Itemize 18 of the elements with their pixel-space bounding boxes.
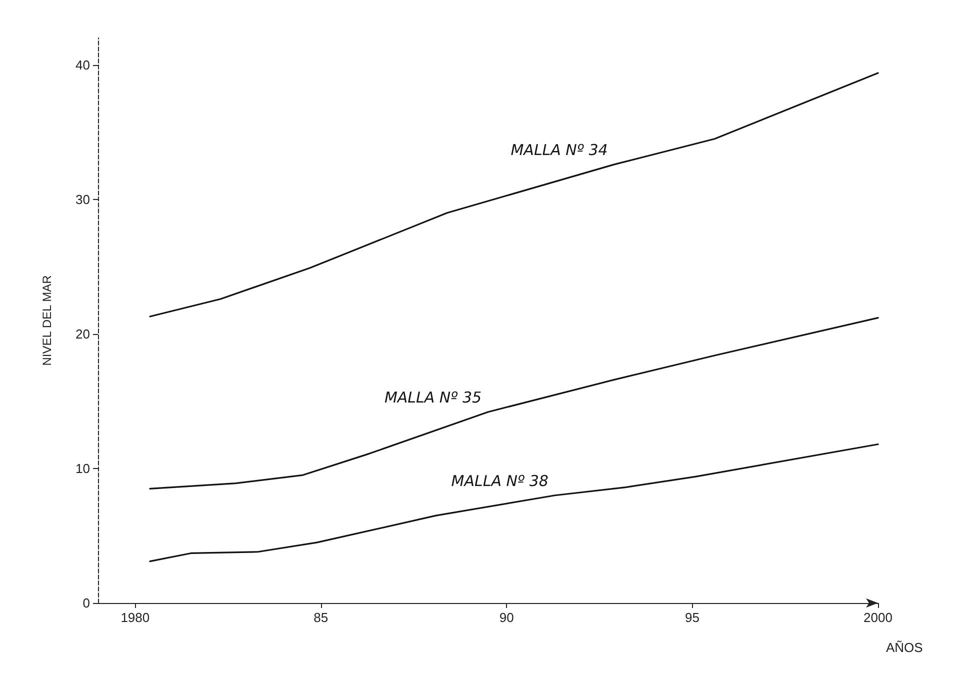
y-tick-label: 40 — [76, 57, 90, 72]
x-tick-label: 90 — [499, 610, 514, 625]
series-label: MALLA Nº 34 — [510, 140, 608, 159]
x-tick-label: 1980 — [120, 610, 150, 625]
x-tick-label: 2000 — [864, 610, 892, 625]
x-tick-label: 85 — [314, 610, 328, 625]
line-series — [149, 72, 879, 318]
y-tick-label: 30 — [76, 192, 90, 207]
y-tick-label: 10 — [76, 460, 90, 476]
series-label: MALLA Nº 38 — [451, 472, 548, 490]
y-axis-title: NIVEL DEL MAR — [40, 274, 54, 366]
y-tick-label: 20 — [76, 326, 90, 342]
x-tick-label: 95 — [685, 610, 700, 625]
line-series — [149, 443, 879, 562]
series-label: MALLA Nº 35 — [384, 388, 482, 406]
line-series — [149, 317, 879, 490]
y-tick-label: 0 — [82, 596, 90, 610]
x-axis-title: AÑOS — [886, 640, 924, 655]
